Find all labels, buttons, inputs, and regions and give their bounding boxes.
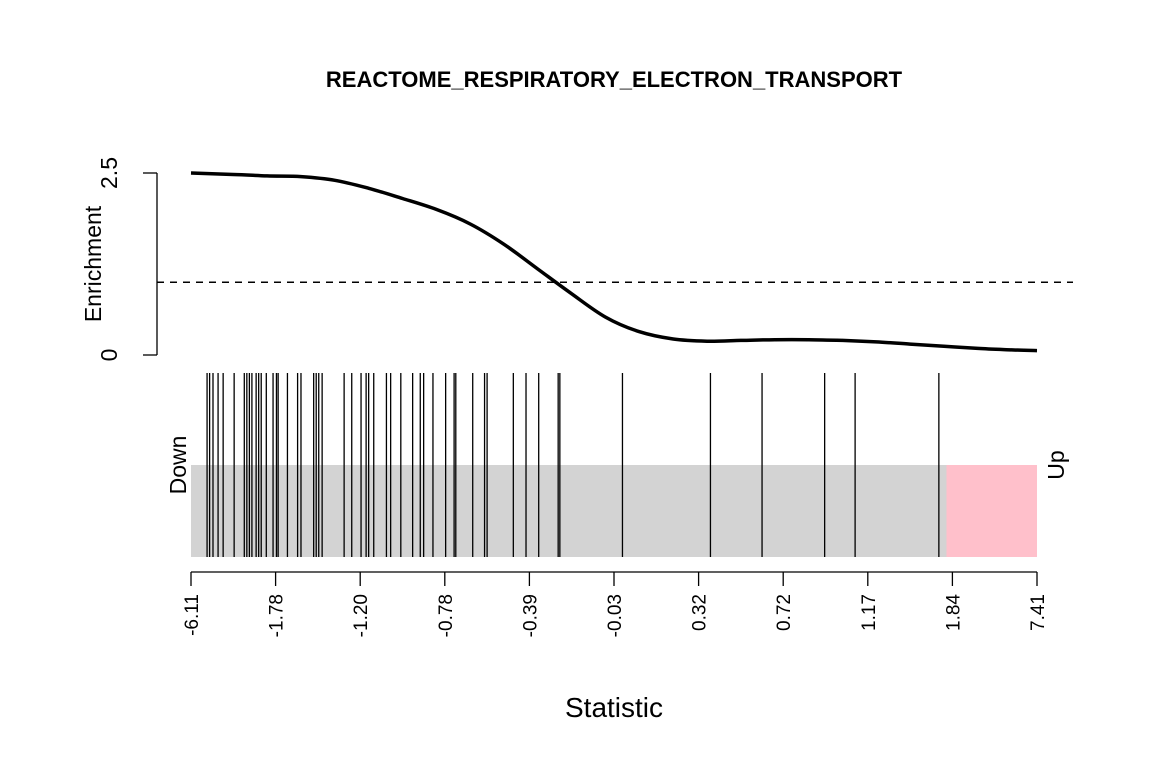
up-label: Up bbox=[1043, 450, 1069, 479]
x-tick-label: -0.78 bbox=[436, 594, 457, 637]
x-tick-label: 0.72 bbox=[774, 594, 795, 631]
x-axis-label: Statistic bbox=[565, 692, 663, 723]
middle-region bbox=[191, 465, 1037, 557]
enrichment-panel: 2.5 0 Enrichment bbox=[80, 157, 1073, 361]
enrichment-y-tick-label-bottom: 0 bbox=[96, 349, 122, 362]
x-axis: -6.11 -1.78 -1.20 -0.78 -0.39 -0.03 0.32 0.72 1.… bbox=[182, 571, 1049, 723]
x-tick-label: -6.11 bbox=[182, 594, 203, 636]
barcode-bars bbox=[206, 373, 940, 557]
down-label: Down bbox=[165, 436, 191, 495]
enrichment-curve bbox=[190, 171, 1038, 353]
x-tick-label: -0.03 bbox=[605, 594, 626, 637]
x-tick-label: 7.41 bbox=[1028, 594, 1049, 631]
x-ticks: -6.11 -1.78 -1.20 -0.78 -0.39 -0.03 0.32 0.72 1.… bbox=[182, 572, 1049, 637]
x-tick-label: 0.32 bbox=[690, 594, 711, 631]
enrichment-y-axis-label: Enrichment bbox=[80, 205, 106, 322]
x-tick-label: -1.78 bbox=[267, 594, 288, 637]
up-region bbox=[946, 465, 1037, 557]
x-tick-label: -0.39 bbox=[520, 594, 541, 637]
x-tick-label: 1.84 bbox=[943, 594, 964, 631]
chart-title: REACTOME_RESPIRATORY_ELECTRON_TRANSPORT bbox=[326, 67, 903, 92]
barcode-panel: Down Up bbox=[165, 373, 1069, 557]
enrichment-y-tick-label-top: 2.5 bbox=[96, 157, 122, 189]
x-tick-label: -1.20 bbox=[351, 594, 372, 637]
x-tick-label: 1.17 bbox=[859, 594, 880, 631]
